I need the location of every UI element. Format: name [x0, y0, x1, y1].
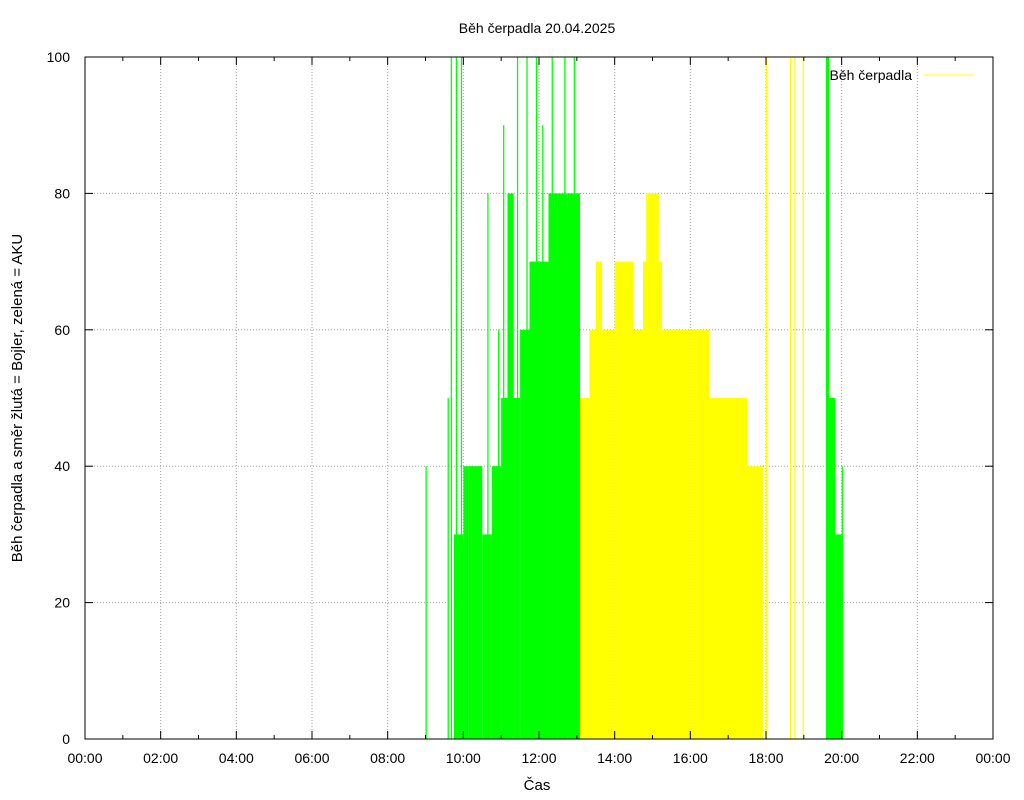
- legend-label: Běh čerpadla: [829, 67, 912, 83]
- bar-bojler: [614, 261, 634, 739]
- x-tick-label: 20:00: [824, 750, 859, 766]
- bar-aku: [482, 534, 492, 739]
- y-tick-label: 100: [47, 49, 71, 65]
- y-tick-label: 0: [62, 731, 70, 747]
- bar-aku: [529, 261, 539, 739]
- y-tick-label: 60: [54, 322, 70, 338]
- x-tick-label: 12:00: [521, 750, 556, 766]
- bar-aku: [835, 534, 842, 739]
- bar-bojler: [633, 329, 644, 739]
- bar-bojler: [602, 329, 615, 739]
- bar-bojler: [690, 329, 710, 739]
- bar-aku: [825, 57, 830, 739]
- legend: Běh čerpadla: [829, 67, 974, 83]
- bar-aku: [841, 466, 843, 739]
- x-tick-label: 10:00: [446, 750, 481, 766]
- bar-bojler: [671, 329, 691, 739]
- bar-aku: [535, 57, 538, 739]
- x-tick-label: 00:00: [67, 750, 102, 766]
- y-axis-label: Běh čerpadla a směr žlutá = Bojler, zele…: [9, 234, 26, 563]
- bar-aku: [450, 57, 452, 739]
- bar-aku: [487, 193, 489, 739]
- bars: [425, 57, 843, 739]
- ticks: 00:00 02:00 04:00 06:00 08:00 10:00 12:00 14:00…: [47, 49, 1011, 766]
- x-tick-label: 04:00: [219, 750, 254, 766]
- bar-aku: [557, 193, 568, 739]
- bar-aku: [548, 193, 558, 739]
- bar-aku: [520, 329, 530, 739]
- bar-aku: [425, 466, 427, 739]
- bar-aku: [447, 398, 449, 739]
- bar-aku: [564, 57, 566, 739]
- bar-bojler: [579, 398, 590, 739]
- y-tick-label: 40: [54, 458, 70, 474]
- x-tick-label: 00:00: [975, 750, 1010, 766]
- bar-aku: [526, 57, 528, 739]
- y-tick-label: 20: [54, 595, 70, 611]
- bar-aku: [539, 261, 549, 739]
- bar-aku: [468, 466, 483, 739]
- x-tick-label: 14:00: [597, 750, 632, 766]
- x-tick-label: 02:00: [143, 750, 178, 766]
- chart-title: Běh čerpadla 20.04.2025: [459, 20, 616, 36]
- x-tick-label: 08:00: [370, 750, 405, 766]
- bar-aku: [463, 466, 469, 739]
- bar-bojler: [794, 57, 796, 739]
- bar-aku: [573, 57, 575, 739]
- bar-aku: [516, 57, 519, 739]
- bar-aku: [491, 466, 502, 739]
- bar-bojler: [802, 57, 804, 739]
- bar-aku: [829, 398, 836, 739]
- bar-bojler: [646, 193, 659, 739]
- bar-aku: [460, 57, 463, 739]
- bar-bojler: [661, 329, 672, 739]
- bar-aku: [551, 57, 553, 739]
- bar-aku: [455, 57, 458, 739]
- bar-aku: [507, 193, 514, 739]
- x-tick-label: 18:00: [748, 750, 783, 766]
- x-tick-label: 22:00: [900, 750, 935, 766]
- bar-aku: [498, 329, 500, 739]
- bar-bojler: [766, 57, 768, 739]
- y-tick-label: 80: [54, 185, 70, 201]
- bar-bojler: [789, 57, 792, 739]
- bar-aku: [542, 125, 544, 739]
- bar-aku: [453, 534, 458, 739]
- bar-bojler: [709, 398, 748, 739]
- x-axis-label: Čas: [524, 777, 551, 794]
- x-tick-label: 06:00: [294, 750, 329, 766]
- bar-bojler: [589, 329, 599, 739]
- bar-bojler: [595, 261, 603, 739]
- bar-aku: [503, 125, 505, 739]
- x-tick-label: 16:00: [673, 750, 708, 766]
- bar-aku: [457, 534, 464, 739]
- bar-bojler: [747, 466, 763, 739]
